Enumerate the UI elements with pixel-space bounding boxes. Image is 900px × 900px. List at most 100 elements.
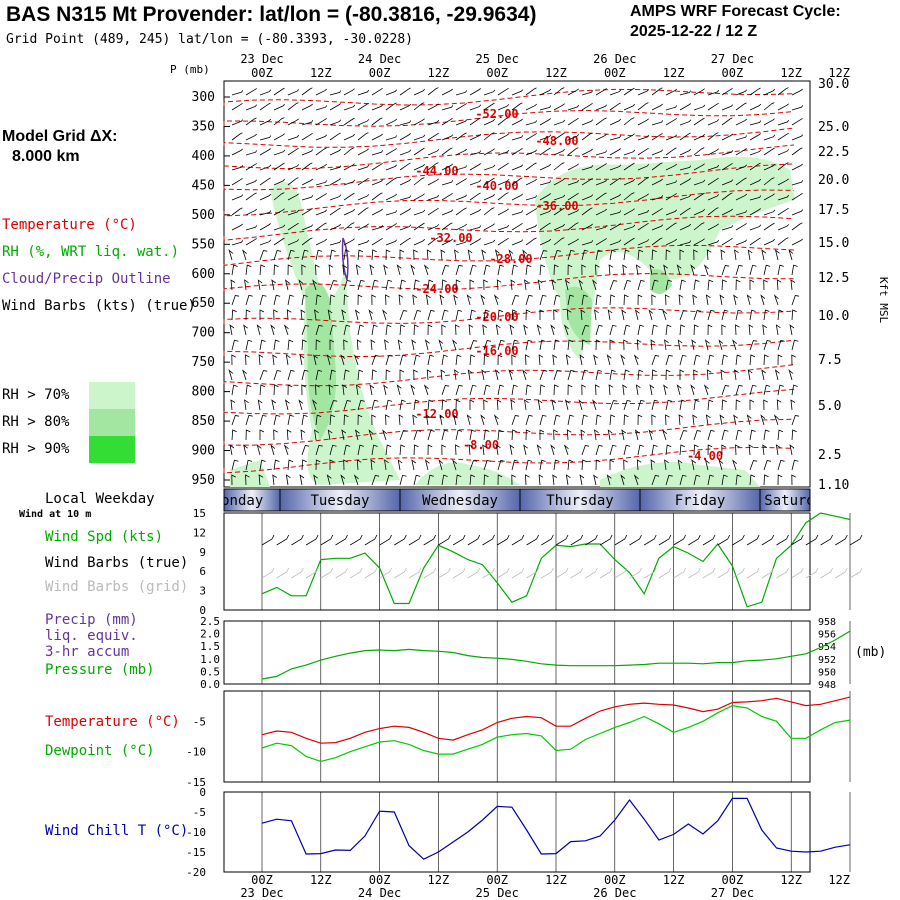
wind-barb xyxy=(483,89,496,96)
surface-wind-barb-true xyxy=(585,534,598,546)
wind-barb xyxy=(524,399,529,411)
wind-barb xyxy=(735,354,742,366)
wind-barb xyxy=(637,147,649,156)
wind-barb xyxy=(441,429,449,441)
wind-barb xyxy=(483,193,495,201)
pressure-tick-label: 350 xyxy=(192,119,215,134)
wind-barb xyxy=(651,149,664,156)
wind-barb xyxy=(231,354,236,366)
wind-barb xyxy=(720,369,726,381)
wind-barb xyxy=(455,90,468,96)
wind-barb xyxy=(399,369,405,380)
weekday-label: Monday xyxy=(213,493,264,509)
wind-barb xyxy=(357,164,370,171)
wind-barb xyxy=(411,459,417,471)
wind-barb xyxy=(777,354,783,366)
wind-barb xyxy=(581,194,594,201)
surface-wind-barb-grid xyxy=(394,567,407,579)
surface-wind-barb-true xyxy=(776,534,789,546)
wind-barb xyxy=(455,148,468,156)
wind-barb xyxy=(259,339,266,351)
wind-barb xyxy=(413,193,425,201)
wind-barb xyxy=(494,249,500,261)
wind-barb xyxy=(791,309,797,321)
wind-barb xyxy=(567,339,574,351)
wind-barb xyxy=(749,309,756,321)
wind-barb xyxy=(693,133,705,141)
wind-barb xyxy=(357,294,363,306)
wind-barb xyxy=(623,459,628,471)
wind-barb xyxy=(441,105,454,111)
wind-barb xyxy=(637,369,644,381)
wind-barb xyxy=(285,474,291,486)
wind-barb xyxy=(455,384,463,396)
wind-barb xyxy=(721,87,733,96)
wind-barb xyxy=(423,264,429,276)
wind-barb xyxy=(329,400,338,411)
wind-barb xyxy=(567,414,574,426)
wind-barb xyxy=(763,264,771,276)
wind-barb xyxy=(469,163,481,171)
wind-barb xyxy=(511,147,523,156)
wind-barb xyxy=(413,88,425,96)
wind-barb xyxy=(231,223,243,231)
wind-barb xyxy=(791,339,799,351)
wind-barb xyxy=(315,88,328,96)
temperature-contour xyxy=(223,245,795,266)
wind-barb xyxy=(385,414,390,426)
wind-barb xyxy=(746,414,752,426)
surface-wind-barb-true xyxy=(746,534,760,546)
wind-barb xyxy=(679,399,686,411)
wind-barb xyxy=(510,399,516,411)
wind-barb xyxy=(651,178,663,186)
wind-barb xyxy=(634,309,640,321)
wind-barb xyxy=(482,324,488,336)
wind-barb xyxy=(329,280,338,291)
top-date-label: 23 Dec xyxy=(240,52,283,66)
wind-barb xyxy=(497,264,504,276)
surface-wind-barb-grid xyxy=(702,567,716,579)
wind-barb xyxy=(553,132,565,141)
surface-wind-barb-grid xyxy=(320,567,334,579)
rh-shading-region xyxy=(535,156,795,360)
wind-barb xyxy=(399,324,406,336)
surface-wind-barb-true xyxy=(643,534,657,546)
wind-barb xyxy=(343,222,355,231)
wind-barb xyxy=(427,324,433,336)
wind-barb xyxy=(313,474,318,486)
wind-barb xyxy=(651,87,663,96)
wind-barb xyxy=(634,429,640,441)
wind-barb xyxy=(707,354,714,366)
surface-wind-barb-grid xyxy=(673,567,686,579)
wind-barb xyxy=(637,89,650,96)
wind-barb xyxy=(315,193,327,201)
wind-barb xyxy=(581,177,593,186)
wind-barb xyxy=(357,324,364,336)
height-tick-label: 1.10 xyxy=(818,478,849,493)
wind-barb xyxy=(231,459,239,471)
wind-barb xyxy=(763,147,775,156)
bottom-hour-label: 00Z xyxy=(251,873,273,887)
wind-barb xyxy=(651,237,663,246)
wind-barb xyxy=(763,399,768,411)
surface-wind-barb-true xyxy=(526,534,539,546)
wind-barb xyxy=(623,208,635,216)
wind-barb xyxy=(427,354,434,366)
wind-barb xyxy=(734,249,739,261)
wind-barb xyxy=(539,294,547,306)
surface-wind-barb-grid xyxy=(570,567,584,579)
wind-barb xyxy=(761,369,767,381)
wind-barb xyxy=(287,294,294,306)
wind-barb xyxy=(469,474,476,486)
wind-barb xyxy=(385,210,398,216)
wind-barb xyxy=(623,369,630,381)
wind-barb xyxy=(243,324,248,336)
temperature-contour-label: -12.00 xyxy=(415,407,458,421)
wind-barb xyxy=(371,369,377,381)
wind-barb xyxy=(329,103,341,111)
wind-barb xyxy=(385,118,398,126)
wind-barb xyxy=(271,279,277,291)
wind-barb xyxy=(735,324,740,336)
wind-barb xyxy=(662,429,667,441)
wind-barb xyxy=(788,249,794,261)
